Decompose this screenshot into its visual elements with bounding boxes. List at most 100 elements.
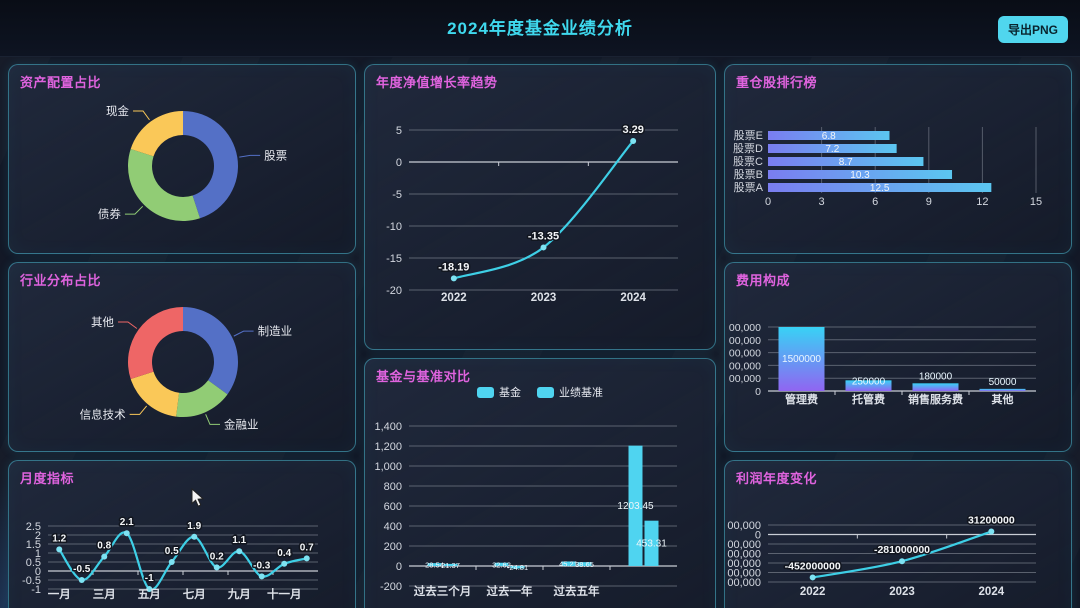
legend-label-benchmark: 业绩基准 (559, 387, 603, 399)
svg-text:-281000000: -281000000 (874, 544, 930, 556)
svg-text:-20: -20 (386, 285, 402, 297)
svg-text:三月: 三月 (93, 588, 116, 601)
svg-text:3.29: 3.29 (622, 124, 643, 136)
svg-text:-15: -15 (386, 253, 402, 265)
svg-text:0: 0 (755, 530, 761, 542)
svg-text:债券: 债券 (98, 207, 121, 221)
svg-text:管理费: 管理费 (785, 392, 818, 406)
svg-text:-1: -1 (31, 584, 41, 596)
profit-change-line-chart: 00,000000,00000,00000,00000,00000,000-45… (727, 513, 1036, 598)
panel-title: 行业分布占比 (20, 273, 102, 288)
legend-item-benchmark[interactable]: 业绩基准 (537, 384, 603, 400)
svg-text:12: 12 (976, 196, 988, 208)
svg-text:1.2: 1.2 (52, 533, 66, 544)
svg-text:1,000: 1,000 (374, 461, 402, 473)
svg-text:一月: 一月 (48, 588, 71, 601)
svg-text:股票D: 股票D (733, 142, 763, 155)
svg-text:7.2: 7.2 (825, 144, 839, 155)
svg-text:2.5: 2.5 (26, 521, 41, 533)
svg-text:5: 5 (396, 125, 402, 137)
svg-text:1: 1 (35, 548, 41, 560)
svg-text:00,000: 00,000 (727, 549, 761, 561)
legend-item-fund[interactable]: 基金 (477, 384, 521, 400)
svg-text:1203.45: 1203.45 (617, 501, 654, 512)
svg-text:00,000: 00,000 (727, 558, 761, 570)
panel-title: 重仓股排行榜 (736, 75, 818, 90)
svg-text:2023: 2023 (889, 586, 915, 598)
svg-text:2: 2 (35, 530, 41, 542)
svg-text:200: 200 (384, 541, 402, 553)
svg-text:10.3: 10.3 (850, 170, 870, 181)
svg-text:2024: 2024 (979, 586, 1005, 598)
svg-text:00,000: 00,000 (729, 348, 761, 360)
panel-monthly-indicator: 月度指标 2.5 2 1.5 1 0.5 0 -0.5 -1 1.2 -0.5 0.8 2.1 -1 0.… (8, 460, 356, 608)
svg-text:0: 0 (396, 561, 402, 573)
svg-text:-1: -1 (145, 573, 154, 584)
svg-text:0: 0 (765, 196, 771, 208)
fund-vs-benchmark-bar-chart: 1,400 1,200 1,000 800 600 400 200 0 -200 28.54 32.… (374, 421, 677, 598)
svg-text:00,000: 00,000 (729, 322, 761, 334)
svg-text:800: 800 (384, 481, 402, 493)
svg-text:其他: 其他 (91, 316, 114, 329)
svg-text:股票A: 股票A (734, 181, 764, 194)
panel-title: 利润年度变化 (736, 471, 818, 486)
svg-text:00,000: 00,000 (729, 335, 761, 347)
monthly-indicator-line-chart: 2.521.510.50-0.5-11.2-0.50.82.1-10.51.90… (22, 516, 318, 601)
svg-text:过去五年: 过去五年 (554, 584, 600, 598)
svg-text:31200000: 31200000 (968, 515, 1015, 527)
panel-title: 月度指标 (20, 471, 75, 486)
svg-text:托管费: 托管费 (852, 392, 885, 406)
svg-text:28.54: 28.54 (425, 561, 444, 570)
svg-text:50000: 50000 (989, 377, 1017, 388)
svg-text:0.8: 0.8 (97, 541, 111, 552)
svg-text:其他: 其他 (992, 392, 1014, 406)
svg-text:12.5: 12.5 (870, 183, 890, 194)
svg-text:金融业: 金融业 (224, 417, 258, 431)
svg-text:制造业: 制造业 (258, 324, 293, 338)
svg-text:45.21: 45.21 (559, 560, 578, 569)
svg-text:00,000: 00,000 (729, 360, 761, 372)
svg-text:-10: -10 (386, 221, 402, 233)
export-png-button[interactable]: 导出PNG (997, 16, 1068, 43)
panel-nav-growth: 年度净值增长率趋势 5 0 -5 -10 -15 -20 -18.19 -13.35 3.29 2… (364, 64, 716, 350)
svg-text:股票B: 股票B (734, 168, 763, 181)
svg-text:十一月: 十一月 (267, 587, 302, 601)
svg-text:400: 400 (384, 521, 402, 533)
svg-text:2022: 2022 (800, 586, 826, 598)
svg-text:00,000: 00,000 (727, 520, 761, 532)
fee-composition-bar-chart: 00,00000,00000,00000,00000,00001500000管理… (729, 322, 1036, 406)
svg-text:股票: 股票 (264, 149, 287, 162)
svg-text:-5: -5 (392, 189, 402, 201)
legend: 基金 业绩基准 (365, 384, 715, 400)
panel-fee-composition: 费用构成 00,000 00,000 00,000 00,000 00,000 0 1500… (724, 262, 1072, 452)
svg-text:8.7: 8.7 (839, 157, 853, 168)
svg-text:00,000: 00,000 (727, 539, 761, 551)
panel-industry-distribution: 行业分布占比 制造业 金融业 信息技术 其他 (8, 262, 356, 452)
svg-text:销售服务费: 销售服务费 (908, 392, 963, 406)
svg-text:15: 15 (1030, 196, 1042, 208)
svg-text:0: 0 (396, 157, 402, 169)
svg-text:九月: 九月 (227, 587, 251, 601)
header-bar: 2024年度基金业绩分析 导出PNG (0, 0, 1080, 57)
panel-asset-allocation: 资产配置占比 股票 债券 现金 (8, 64, 356, 254)
svg-text:21.37: 21.37 (441, 561, 460, 570)
svg-text:七月: 七月 (183, 587, 206, 601)
legend-marker-benchmark (537, 386, 554, 398)
panel-title: 基金与基准对比 (376, 369, 471, 384)
svg-text:453.31: 453.31 (636, 538, 667, 549)
svg-text:-452000000: -452000000 (785, 560, 841, 572)
svg-text:2022: 2022 (441, 292, 467, 304)
top-holdings-hbar-chart: 0 3 6 9 12 15 股票E 6.8 股票D 7.2 股票C 8.7 股票B 10.3 股票A 12.5 (733, 127, 1042, 208)
svg-text:0.2: 0.2 (210, 551, 224, 562)
svg-text:250000: 250000 (852, 376, 886, 387)
svg-text:180000: 180000 (919, 371, 953, 382)
svg-text:-200: -200 (380, 581, 402, 593)
panel-profit-change: 利润年度变化 00,000 0 00,000 00,000 00,000 00,000 00… (724, 460, 1072, 608)
panel-title: 资产配置占比 (20, 75, 102, 90)
svg-text:0.4: 0.4 (277, 548, 291, 559)
svg-text:-13.35: -13.35 (528, 230, 559, 242)
svg-text:1.1: 1.1 (232, 535, 246, 546)
legend-marker-fund (477, 386, 494, 398)
